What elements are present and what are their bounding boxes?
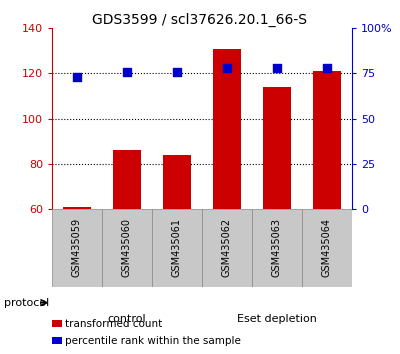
Text: GSM435061: GSM435061 [172,218,182,277]
Text: Eset depletion: Eset depletion [237,314,317,324]
Text: GDS3599 / scl37626.20.1_66-S: GDS3599 / scl37626.20.1_66-S [92,12,308,27]
Point [174,69,180,74]
Bar [102,209,152,287]
Text: GSM435063: GSM435063 [272,218,282,277]
Text: GSM435064: GSM435064 [322,218,332,277]
Point [124,69,130,74]
Bar [302,209,352,287]
Text: GSM435062: GSM435062 [222,218,232,278]
Text: GSM435059: GSM435059 [72,218,82,278]
Bar [263,87,291,209]
Bar [202,209,252,287]
Point [74,74,80,80]
Point [324,65,330,71]
Text: GSM435060: GSM435060 [122,218,132,277]
Bar [313,71,341,209]
Bar [213,48,241,209]
Point [224,65,230,71]
Bar [152,209,202,287]
Bar [52,209,102,287]
Bar [113,150,141,209]
Text: percentile rank within the sample: percentile rank within the sample [65,336,241,346]
Text: protocol: protocol [4,298,49,308]
Bar [163,155,191,209]
Text: transformed count: transformed count [65,319,162,329]
Point [274,65,280,71]
Text: control: control [108,314,146,324]
Bar [63,207,91,209]
Bar [252,209,302,287]
